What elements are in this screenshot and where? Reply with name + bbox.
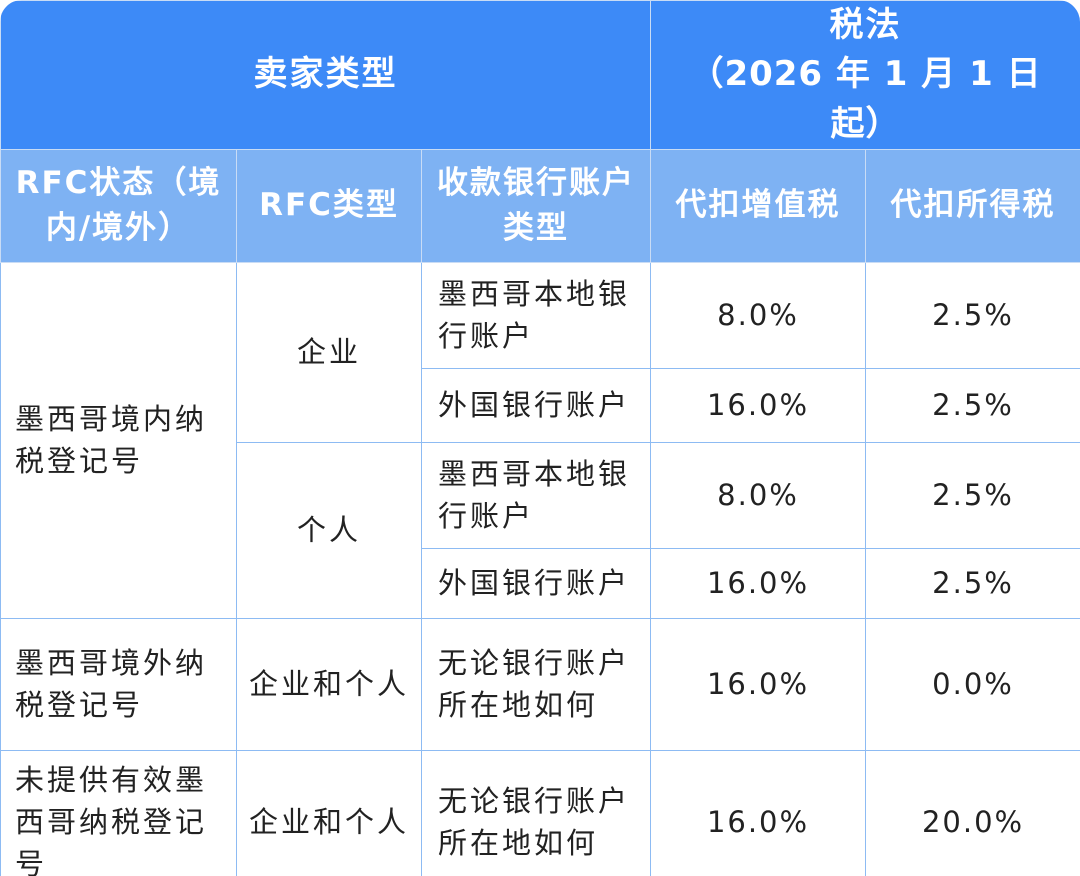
vat-rate-cell: 16.0% [650,617,867,751]
rfc-type-header: RFC类型 [236,148,422,263]
rfc-type-cell: 企业和个人 [236,749,422,876]
seller-type-header: 卖家类型 [0,0,652,150]
vat-rate-cell: 16.0% [650,547,867,619]
vat-rate-cell: 8.0% [650,262,867,369]
income-tax-rate-cell: 2.5% [865,441,1080,549]
tax-law-effective-date: （2026 年 1 月 1 日起） [689,54,1042,144]
income-tax-rate-cell: 2.5% [865,262,1080,369]
income-tax-rate-cell: 20.0% [865,749,1080,876]
rfc-type-cell: 企业 [236,262,422,443]
rfc-status-cell: 墨西哥境外纳税登记号 [0,617,237,751]
rfc-status-cell: 未提供有效墨西哥纳税登记号 [0,749,237,876]
vat-rate-cell: 16.0% [650,367,867,443]
header-row-columns: RFC状态（境内/境外） RFC类型 收款银行账户类型 代扣增值税 代扣所得税 [0,148,1080,263]
bank-type-cell: 外国银行账户 [420,367,652,443]
header-row-group: 卖家类型 税法 （2026 年 1 月 1 日起） [0,0,1080,150]
bank-type-cell: 无论银行账户所在地如何 [420,749,652,876]
table-row: 外国银行账户 16.0% 2.5% [1,547,1080,619]
income-tax-rate-cell: 0.0% [865,617,1080,751]
table-row: 未提供有效墨西哥纳税登记号 企业和个人 无论银行账户所在地如何 16.0% 20… [0,749,1080,876]
bank-type-cell: 外国银行账户 [420,547,652,619]
table-row: 墨西哥境外纳税登记号 企业和个人 无论银行账户所在地如何 16.0% 0.0% [0,617,1080,751]
rfc-type-cell: 企业和个人 [236,617,422,751]
bank-type-cell: 墨西哥本地银行账户 [420,441,652,549]
vat-rate-cell: 16.0% [650,749,867,876]
income-tax-withholding-header: 代扣所得税 [865,148,1080,263]
rfc-type-cell: 个人 [236,441,422,619]
bank-type-cell: 墨西哥本地银行账户 [420,262,652,369]
table-row: 外国银行账户 16.0% 2.5% [1,367,1080,443]
rfc-status-cell: 墨西哥境内纳税登记号 [0,262,237,619]
income-tax-rate-cell: 2.5% [865,367,1080,443]
vat-rate-cell: 8.0% [650,441,867,549]
tax-law-header: 税法 （2026 年 1 月 1 日起） [650,0,1080,150]
vat-withholding-header: 代扣增值税 [650,148,867,263]
table-row: 墨西哥境内纳税登记号 企业 墨西哥本地银行账户 8.0% 2.5% [0,262,1080,619]
tax-law-title: 税法 [829,5,902,45]
bank-type-cell: 无论银行账户所在地如何 [420,617,652,751]
income-tax-rate-cell: 2.5% [865,547,1080,619]
rfc-status-header: RFC状态（境内/境外） [0,148,237,263]
bank-account-type-header: 收款银行账户类型 [420,148,652,263]
